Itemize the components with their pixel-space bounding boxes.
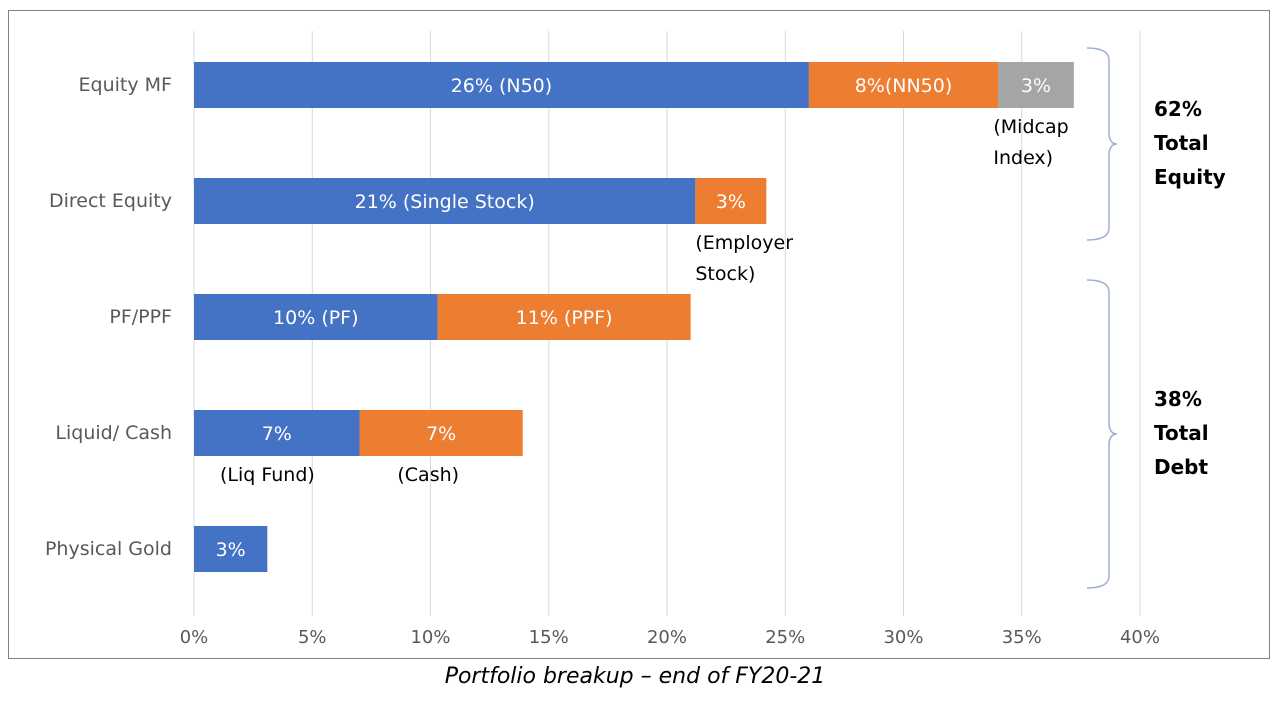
x-tick-label: 15% xyxy=(529,627,569,648)
x-tick-label: 40% xyxy=(1120,627,1160,648)
x-tick-label: 30% xyxy=(883,627,923,648)
bar-data-label: 11% (PPF) xyxy=(516,307,613,329)
bar-data-label: 21% (Single Stock) xyxy=(355,191,535,213)
group-total-label: Debt xyxy=(1154,455,1208,479)
chart-frame: 0% 5% 10% 15% 20% 25% 30% 35% 40% Equity MF Direct… xyxy=(8,10,1270,659)
bar-data-label: 26% (N50) xyxy=(451,75,553,97)
bar-data-label: 8%(NN50) xyxy=(855,75,953,97)
group-total-label: Total xyxy=(1154,131,1209,155)
bar-segment xyxy=(808,62,999,108)
bar-data-label: 3% xyxy=(1021,75,1051,97)
bar-segment xyxy=(194,294,438,340)
y-category-label: Liquid/ Cash xyxy=(55,422,172,444)
x-tick-label: 0% xyxy=(180,627,209,648)
bar-data-label: 7% xyxy=(262,423,292,445)
y-category-label: Physical Gold xyxy=(45,538,172,560)
bar-data-label: 3% xyxy=(216,539,246,561)
portfolio-bar-chart: 0% 5% 10% 15% 20% 25% 30% 35% 40% Equity MF Direct… xyxy=(45,31,1226,648)
bar-data-label: 3% xyxy=(716,191,746,213)
x-tick-label: 10% xyxy=(410,627,450,648)
x-tick-label: 5% xyxy=(298,627,327,648)
bar-annotation: Index) xyxy=(993,147,1053,169)
bar-annotation: Stock) xyxy=(695,263,755,285)
group-brace xyxy=(1086,279,1118,589)
bar-annotation: (Liq Fund) xyxy=(220,464,315,486)
bar-segment xyxy=(437,294,691,340)
x-tick-label: 25% xyxy=(765,627,805,648)
group-brace xyxy=(1086,47,1118,241)
group-total-label: 62% xyxy=(1154,97,1202,121)
bar-segment xyxy=(194,62,809,108)
x-tick-label: 20% xyxy=(647,627,687,648)
bar-data-label: 10% (PF) xyxy=(273,307,358,329)
bar-segment xyxy=(359,410,523,456)
x-tick-label: 35% xyxy=(1002,627,1042,648)
chart-caption: Portfolio breakup – end of FY20-21 xyxy=(444,664,826,689)
group-total-label: Total xyxy=(1154,421,1209,445)
bar-segment xyxy=(194,410,360,456)
y-category-label: Equity MF xyxy=(79,74,172,96)
group-total-label: 38% xyxy=(1154,387,1202,411)
bar-segment xyxy=(194,526,268,572)
group-total-label: Equity xyxy=(1154,165,1226,189)
y-category-label: Direct Equity xyxy=(49,190,172,212)
bar-segment xyxy=(998,62,1074,108)
bar-annotation: (Midcap xyxy=(993,116,1068,138)
bar-annotation: (Employer xyxy=(695,232,793,254)
bar-annotation: (Cash) xyxy=(397,464,459,486)
y-category-label: PF/PPF xyxy=(109,306,172,328)
bar-segment xyxy=(194,178,696,224)
bar-segment xyxy=(695,178,767,224)
bar-data-label: 7% xyxy=(426,423,456,445)
